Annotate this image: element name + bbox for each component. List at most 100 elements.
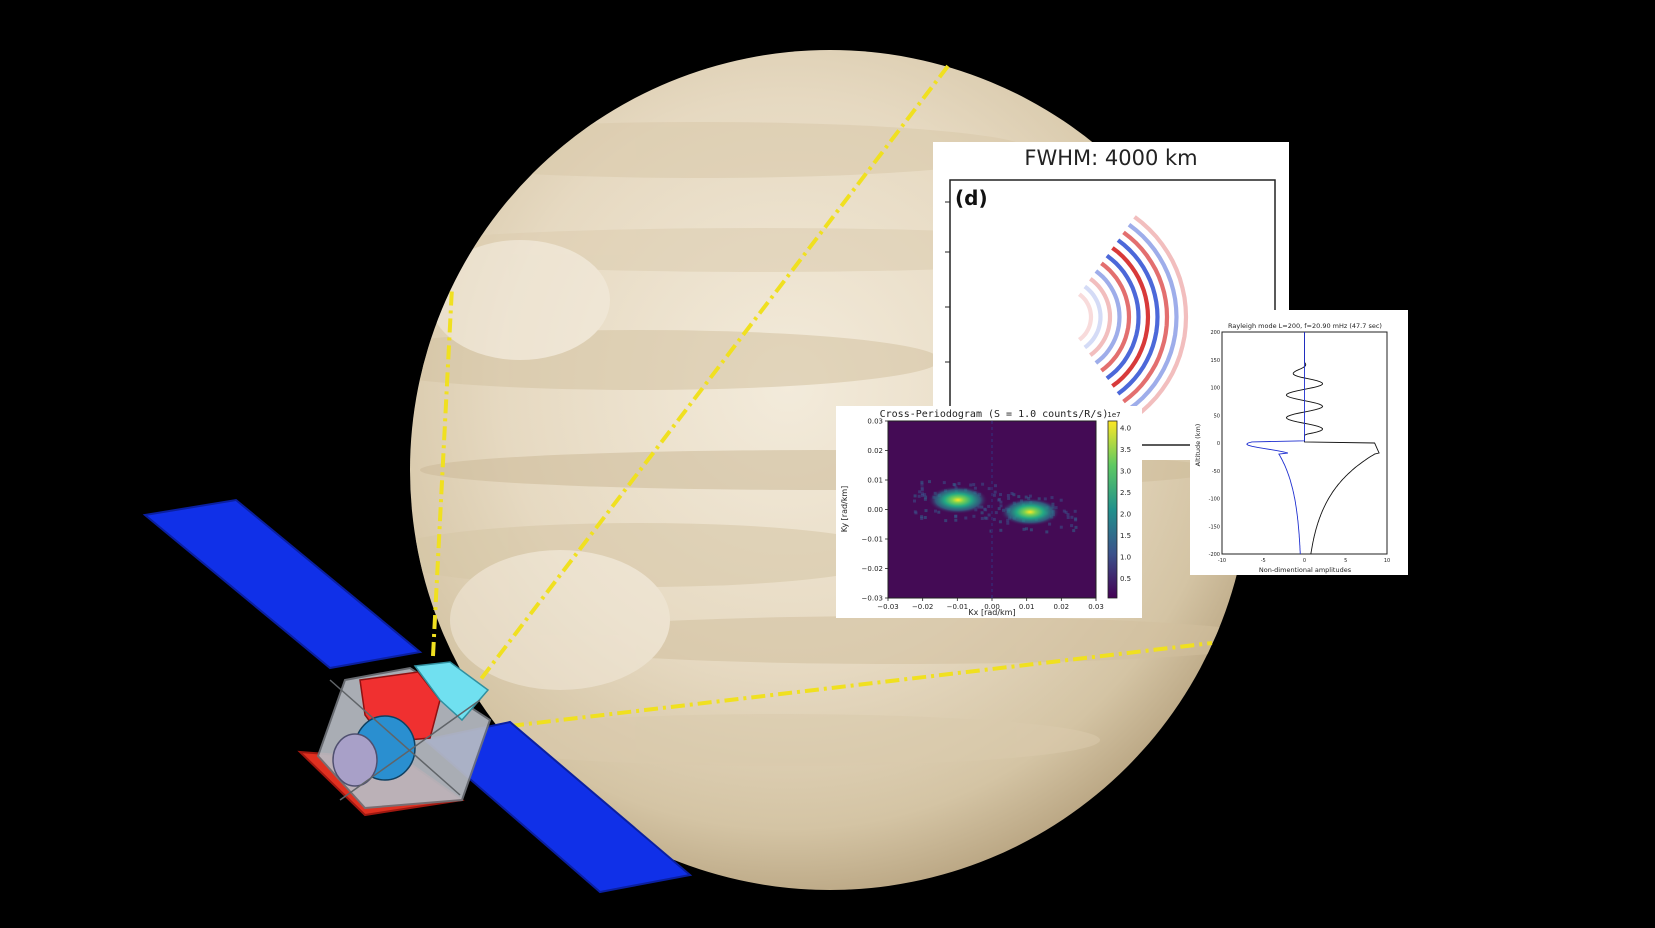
noise-speckle — [969, 483, 973, 487]
noise-speckle — [997, 507, 1001, 511]
noise-speckle — [987, 487, 991, 491]
fwhm-wave-arc — [1100, 261, 1132, 373]
fwhm-wave-arc — [1127, 223, 1179, 411]
noise-speckle — [1074, 525, 1078, 529]
noise-speckle — [913, 499, 916, 503]
noise-speckle — [973, 486, 977, 490]
noise-speckle — [1070, 524, 1074, 528]
noise-speckle — [957, 482, 961, 486]
noise-speckle — [987, 513, 991, 517]
x-tick-label: −0.01 — [947, 603, 968, 611]
rayleigh-x-tick: 10 — [1384, 558, 1390, 564]
y-tick-label: −0.02 — [862, 565, 883, 573]
colorbar-tick-label: 3.5 — [1120, 446, 1131, 454]
noise-speckle — [1006, 494, 1010, 497]
rayleigh-ylabel: Altitude (km) — [1194, 424, 1202, 467]
fwhm-wave-arc — [1089, 277, 1113, 357]
noise-speckle — [987, 504, 991, 508]
noise-speckle — [1050, 496, 1054, 500]
rayleigh-y-tick: 0 — [1217, 441, 1220, 447]
noise-speckle — [992, 493, 996, 497]
colorbar-tick-label: 2.0 — [1120, 511, 1131, 519]
fwhm-wave-arc — [1094, 269, 1122, 365]
rayleigh-blue-profile — [1246, 332, 1305, 555]
fwhm-title: FWHM: 4000 km — [1024, 146, 1198, 170]
noise-speckle — [1073, 509, 1077, 513]
colorbar-tick-label: 2.5 — [1120, 489, 1131, 497]
rayleigh-panel: Rayleigh mode L=200, f=20.90 mHz (47.7 s… — [1190, 310, 1408, 575]
rayleigh-x-tick: -10 — [1218, 558, 1226, 564]
noise-speckle — [983, 507, 987, 511]
colorbar — [1107, 420, 1118, 599]
solar-panel-upper — [142, 498, 423, 670]
y-tick-label: 0.02 — [867, 447, 883, 455]
noise-speckle — [937, 510, 941, 514]
noise-speckle — [917, 494, 921, 498]
periodogram-peak-left — [928, 486, 988, 514]
fwhm-panel-label: (d) — [955, 186, 988, 210]
noise-speckle — [942, 481, 946, 485]
y-tick-label: 0.01 — [867, 477, 883, 485]
noise-speckle — [1072, 529, 1076, 533]
noise-speckle — [924, 509, 928, 513]
noise-speckle — [1062, 509, 1066, 513]
noise-speckle — [994, 511, 998, 515]
fwhm-wave-arc — [1122, 230, 1170, 404]
noise-speckle — [918, 490, 922, 494]
noise-speckle — [914, 511, 918, 515]
rayleigh-y-tick: -100 — [1209, 497, 1220, 503]
noise-speckle — [921, 494, 924, 498]
field-of-view-lines — [431, 64, 1213, 728]
fwhm-wave-arc — [1111, 246, 1151, 388]
spacecraft-cyan-block — [413, 661, 490, 722]
noise-speckle — [992, 517, 996, 521]
noise-speckle — [923, 493, 927, 497]
rayleigh-black-profile — [1285, 332, 1380, 555]
noise-speckle — [1029, 528, 1033, 532]
periodogram-ylabel: Ky [rad/km] — [840, 486, 849, 533]
rayleigh-title: Rayleigh mode L=200, f=20.90 mHz (47.7 s… — [1228, 322, 1382, 330]
noise-speckle — [998, 520, 1002, 524]
fwhm-wave-arc — [1133, 215, 1189, 419]
colorbar-tick-label: 4.0 — [1120, 425, 1131, 433]
rayleigh-y-tick: 150 — [1210, 358, 1220, 364]
noise-speckle — [1007, 496, 1011, 500]
noise-speckle — [999, 493, 1002, 496]
periodogram-title: Cross-Periodogram (S = 1.0 counts/R/s) — [880, 409, 1109, 420]
noise-speckle — [1059, 498, 1063, 502]
rayleigh-x-tick: 5 — [1344, 558, 1347, 564]
noise-speckle — [1017, 495, 1021, 499]
noise-speckle — [972, 514, 976, 518]
noise-speckle — [999, 528, 1003, 532]
noise-speckle — [920, 488, 924, 492]
noise-speckle — [1012, 493, 1016, 497]
rayleigh-y-tick: -50 — [1212, 469, 1220, 475]
noise-speckle — [1010, 492, 1014, 495]
periodogram-panel: Cross-Periodogram (S = 1.0 counts/R/s) — [836, 406, 1142, 618]
noise-speckle — [997, 497, 1001, 501]
noise-speckle — [1066, 516, 1070, 519]
noise-speckle — [1059, 525, 1063, 529]
rayleigh-y-tick: -200 — [1209, 552, 1220, 558]
fwhm-wave-arc — [1105, 253, 1141, 381]
noise-speckle — [1022, 527, 1026, 531]
rayleigh-plot: Rayleigh mode L=200, f=20.90 mHz (47.7 s… — [1194, 322, 1390, 574]
rayleigh-x-tick: -5 — [1261, 558, 1266, 564]
fwhm-panel: FWHM: 4000 km (d) — [933, 142, 1289, 460]
noise-speckle — [1066, 513, 1070, 517]
noise-speckle — [999, 504, 1003, 508]
noise-speckle — [928, 480, 931, 484]
x-tick-label: 0.00 — [984, 603, 1000, 611]
rayleigh-y-tick: -150 — [1209, 524, 1220, 530]
x-tick-label: −0.03 — [877, 603, 898, 611]
x-tick-label: 0.02 — [1054, 603, 1070, 611]
colorbar-tick-label: 1.0 — [1120, 554, 1131, 562]
noise-speckle — [980, 517, 984, 520]
y-tick-label: −0.01 — [862, 536, 883, 544]
x-tick-label: 0.03 — [1088, 603, 1104, 611]
fwhm-wave-arc — [1077, 292, 1094, 342]
noise-speckle — [923, 497, 927, 501]
rayleigh-xlabel: Non-dimentional amplitudes — [1259, 566, 1352, 574]
y-tick-label: −0.03 — [862, 595, 883, 603]
y-tick-label: 0.03 — [867, 418, 883, 426]
